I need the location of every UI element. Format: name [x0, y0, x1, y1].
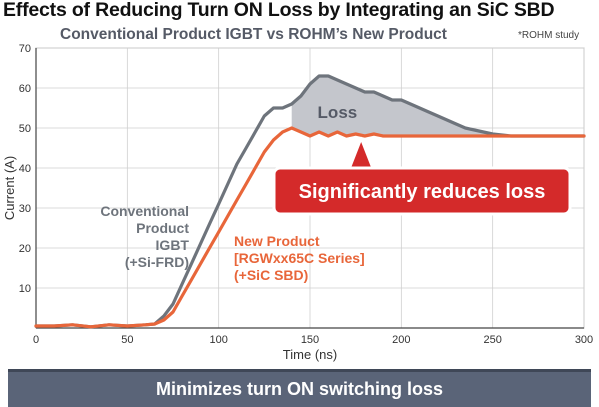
current-vs-time-chart: 0 50 100 150 200 250 300 10 20 30 40 50 60 70 Time (ns…	[2, 43, 593, 362]
x-tick-label: 50	[121, 334, 133, 346]
x-tick-label: 100	[209, 334, 227, 346]
banner-text: Minimizes turn ON switching loss	[155, 379, 444, 399]
loss-label: Loss	[318, 103, 358, 122]
callout-text: Significantly reduces loss	[299, 181, 546, 203]
conventional-igbt-label-line: Product	[136, 220, 189, 236]
x-tick-label: 0	[33, 334, 39, 346]
conventional-igbt-label: Conventional Product IGBT (+Si-FRD)	[100, 203, 189, 270]
new-product-line	[34, 126, 586, 329]
y-tick-label: 60	[19, 83, 31, 95]
conventional-igbt-label-line: Conventional	[100, 203, 189, 219]
y-tick-label: 70	[19, 43, 31, 55]
chart-subtitle: Conventional Product IGBT vs ROHM’s New …	[60, 26, 447, 43]
x-tick-label: 250	[483, 334, 501, 346]
callout-joint	[351, 169, 372, 176]
x-tick-label: 300	[575, 334, 593, 346]
x-axis-label: Time (ns)	[283, 347, 337, 362]
x-tick-label: 150	[301, 334, 319, 346]
study-note: *ROHM study	[518, 30, 580, 41]
callout-box	[272, 166, 572, 216]
new-product-label-line: (+SiC SBD)	[234, 267, 308, 283]
y-tick-label: 20	[19, 243, 31, 255]
new-product-label-line: [RGWxx65C Series]	[234, 250, 365, 266]
x-tick-label: 200	[392, 334, 410, 346]
new-product-label-line: New Product	[234, 233, 320, 249]
y-tick-label: 30	[19, 203, 31, 215]
y-tick-label: 50	[19, 123, 31, 135]
conventional-igbt-line	[34, 74, 586, 329]
conclusion-banner: Minimizes turn ON switching loss	[8, 369, 591, 407]
y-tick-label: 40	[19, 163, 31, 175]
y-axis-label: Current (A)	[2, 156, 17, 220]
loss-area	[291, 76, 511, 136]
conventional-igbt-label-line: (+Si-FRD)	[125, 254, 189, 270]
new-product-label: New Product [RGWxx65C Series] (+SiC SBD)	[234, 233, 365, 283]
y-tick-label: 10	[19, 283, 31, 295]
chart-title: Effects of Reducing Turn ON Loss by Inte…	[3, 0, 555, 21]
conventional-igbt-label-line: IGBT	[156, 237, 190, 253]
